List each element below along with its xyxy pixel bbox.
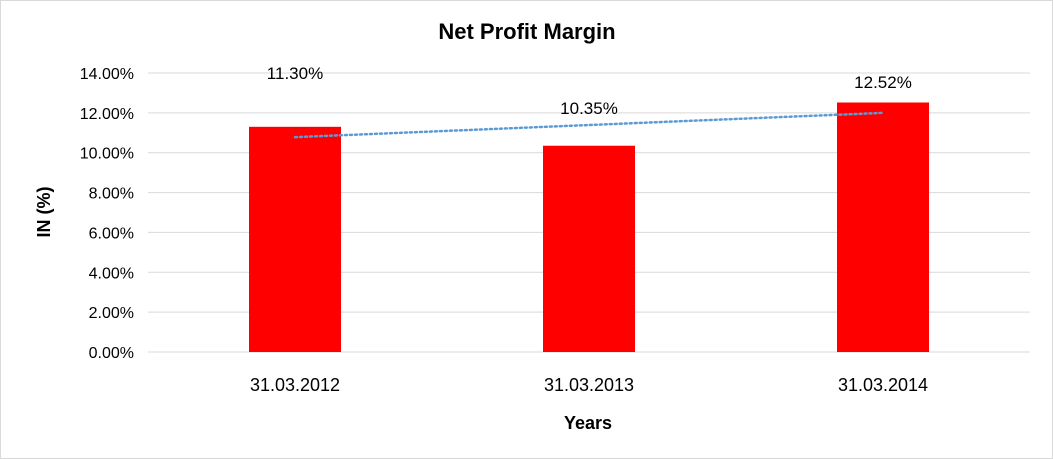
- bar: [249, 126, 341, 352]
- x-axis-title: Years: [564, 413, 612, 433]
- y-tick-label: 14.00%: [80, 66, 134, 83]
- x-tick-label: 31.03.2013: [544, 375, 634, 395]
- y-tick-label: 10.00%: [80, 146, 134, 163]
- y-tick-label: 0.00%: [89, 345, 134, 362]
- bars: [249, 102, 929, 352]
- trendline: [293, 111, 885, 139]
- y-tick-label: 4.00%: [89, 265, 134, 282]
- y-tick-label: 6.00%: [89, 225, 134, 242]
- y-tick-label: 12.00%: [80, 106, 134, 123]
- data-label: 12.52%: [854, 73, 912, 92]
- chart-title: Net Profit Margin: [438, 19, 615, 44]
- bar: [543, 145, 635, 352]
- y-axis-ticks: 0.00% 2.00% 4.00% 6.00% 8.00% 10.00% 12.00% 14.…: [80, 66, 134, 362]
- y-tick-label: 2.00%: [89, 305, 134, 322]
- bar: [837, 102, 929, 352]
- y-axis-title: IN (%): [34, 187, 54, 238]
- data-label: 11.30%: [267, 64, 323, 83]
- trendline-layer: [293, 111, 885, 139]
- x-tick-label: 31.03.2012: [250, 375, 340, 395]
- x-tick-label: 31.03.2014: [838, 375, 928, 395]
- data-labels: 11.30% 10.35% 12.52%: [267, 64, 912, 118]
- data-label: 10.35%: [560, 99, 618, 118]
- x-axis-categories: 31.03.2012 31.03.2013 31.03.2014: [250, 375, 928, 395]
- y-tick-label: 8.00%: [89, 186, 134, 203]
